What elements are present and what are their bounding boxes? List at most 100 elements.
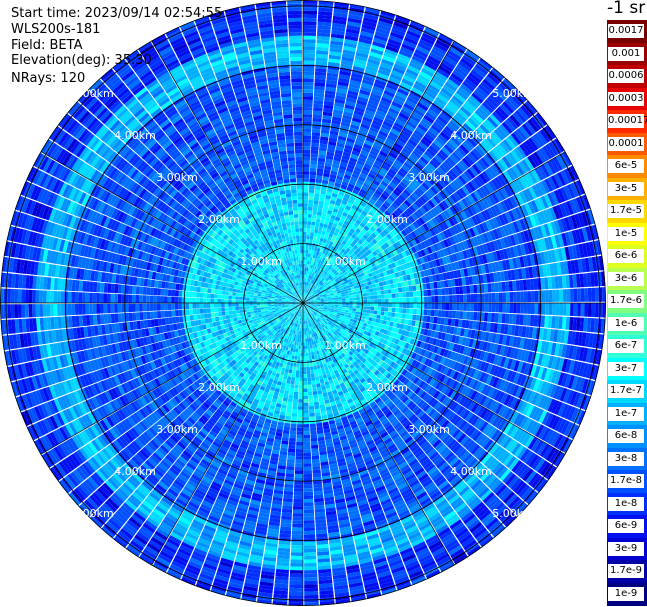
field-gate xyxy=(408,314,413,320)
field-gate xyxy=(387,38,402,47)
field-gate xyxy=(542,209,551,223)
field-gate xyxy=(341,181,349,187)
field-gate xyxy=(349,157,358,163)
field-gate xyxy=(372,214,379,221)
field-gate xyxy=(465,218,472,229)
field-gate xyxy=(338,306,342,309)
field-gate xyxy=(335,279,340,284)
field-gate xyxy=(320,186,327,192)
field-gate xyxy=(329,290,333,293)
field-gate xyxy=(348,210,355,217)
field-gate xyxy=(359,309,364,313)
field-gate xyxy=(462,240,469,250)
field-gate xyxy=(345,282,350,287)
field-gate xyxy=(408,170,417,178)
field-gate xyxy=(409,303,414,309)
field-gate xyxy=(560,218,568,232)
field-gate xyxy=(345,252,351,258)
field-gate xyxy=(381,303,385,307)
field-gate xyxy=(323,104,334,110)
field-gate xyxy=(466,98,479,109)
field-gate xyxy=(303,185,309,190)
field-gate xyxy=(315,68,327,73)
field-gate xyxy=(361,169,369,176)
field-gate xyxy=(306,282,309,286)
field-gate xyxy=(303,92,314,97)
field-gate xyxy=(462,103,474,115)
field-gate xyxy=(334,201,341,207)
field-gate xyxy=(309,409,315,414)
field-gate xyxy=(343,193,351,199)
field-gate xyxy=(388,35,403,43)
field-gate xyxy=(315,294,320,298)
field-gate xyxy=(467,152,477,164)
field-gate xyxy=(310,292,313,296)
field-gate xyxy=(323,280,327,284)
field-gate xyxy=(417,250,423,258)
field-gate xyxy=(390,104,401,112)
field-gate xyxy=(315,376,320,381)
field-gate xyxy=(413,297,418,303)
field-gate xyxy=(543,251,550,264)
field-gate xyxy=(377,252,384,259)
field-gate xyxy=(561,232,568,247)
field-gate xyxy=(529,254,536,266)
field-gate xyxy=(315,293,319,296)
field-gate xyxy=(545,290,549,302)
field-gate xyxy=(499,158,509,171)
field-gate xyxy=(475,86,489,99)
field-gate xyxy=(339,165,347,171)
field-gate xyxy=(404,268,410,275)
field-gate xyxy=(366,269,372,274)
field-gate xyxy=(442,84,456,95)
field-gate xyxy=(319,256,324,261)
field-gate xyxy=(492,240,499,251)
field-gate xyxy=(318,276,322,280)
field-gate xyxy=(452,234,460,244)
field-gate xyxy=(406,297,410,303)
field-gate xyxy=(306,278,309,283)
field-gate xyxy=(396,115,408,124)
field-gate xyxy=(372,244,378,251)
field-gate xyxy=(353,201,360,208)
field-gate xyxy=(483,312,489,322)
field-gate xyxy=(313,93,325,98)
field-gate xyxy=(531,200,539,213)
field-gate xyxy=(474,161,485,173)
field-gate xyxy=(591,287,596,302)
field-gate xyxy=(317,279,321,284)
field-gate xyxy=(427,55,441,65)
field-gate xyxy=(462,54,476,66)
field-gate xyxy=(426,246,433,254)
field-gate xyxy=(345,247,351,253)
field-gate xyxy=(303,35,316,40)
field-gate xyxy=(459,159,469,170)
field-gate xyxy=(369,310,374,314)
field-gate xyxy=(407,280,413,286)
field-gate xyxy=(422,193,430,202)
field-gate xyxy=(326,72,339,78)
field-gate xyxy=(311,459,320,464)
field-gate xyxy=(455,223,463,233)
field-gate xyxy=(357,41,372,48)
field-gate xyxy=(327,295,331,298)
field-gate xyxy=(470,69,484,81)
field-gate xyxy=(448,138,459,149)
field-gate xyxy=(306,289,309,293)
field-gate xyxy=(338,265,343,270)
field-gate xyxy=(412,150,422,159)
field-gate xyxy=(426,254,432,262)
field-gate xyxy=(376,227,383,234)
field-gate xyxy=(392,162,401,170)
field-gate xyxy=(328,256,332,261)
field-gate xyxy=(345,217,351,223)
field-gate xyxy=(320,219,325,224)
field-gate xyxy=(496,202,505,214)
field-gate xyxy=(367,228,374,235)
field-gate xyxy=(494,261,500,272)
field-gate xyxy=(403,161,413,170)
field-gate xyxy=(500,187,509,199)
field-gate xyxy=(314,273,318,278)
field-gate xyxy=(353,230,359,237)
field-gate xyxy=(482,221,490,232)
